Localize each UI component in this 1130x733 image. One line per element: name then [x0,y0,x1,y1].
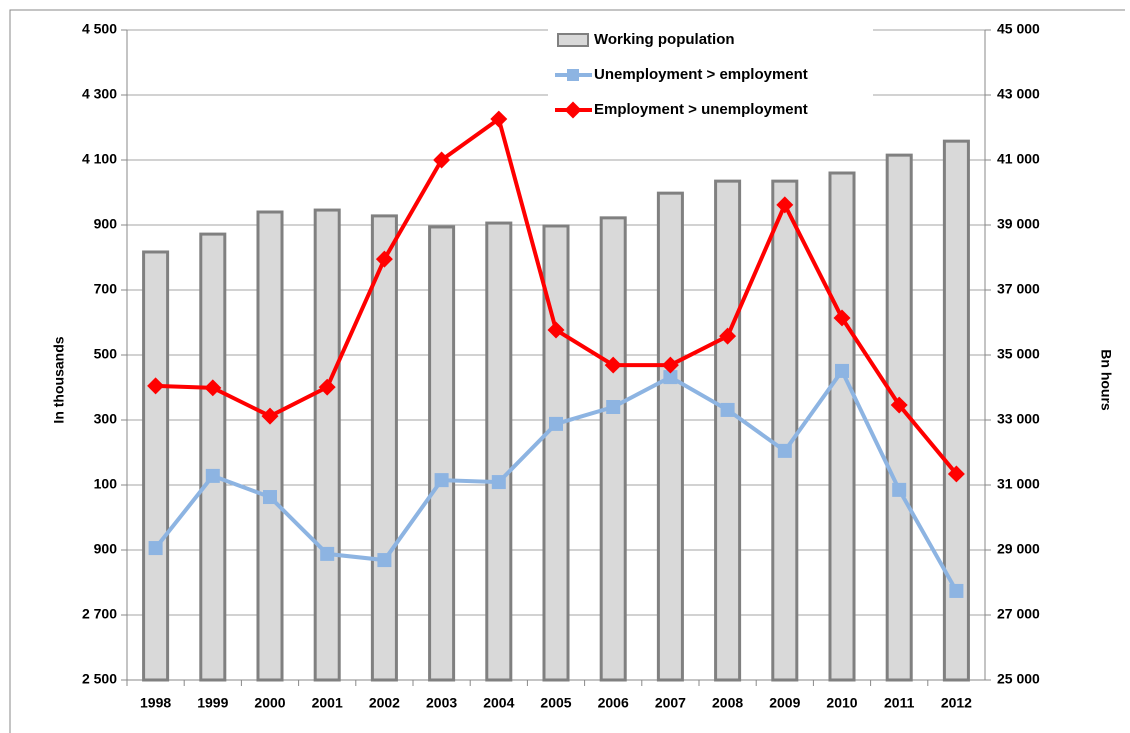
y2-tick-label: 31 000 [997,476,1040,492]
marker [663,370,678,385]
y-tick-label: 2 500 [82,671,117,687]
bar [656,191,684,682]
bar [256,210,284,682]
legend-bg [548,20,873,128]
marker [547,321,565,339]
marker [375,250,393,268]
marker [148,541,163,556]
y2-tick-label: 33 000 [997,411,1040,427]
bar [942,139,970,682]
x-tick-label: 2007 [655,695,686,711]
y-tick-label: 4 300 [82,86,117,102]
marker [890,396,908,414]
marker [318,378,336,396]
marker [777,443,792,458]
x-tick-label: 2008 [712,695,743,711]
x-tick-label: 2011 [884,695,915,711]
marker [604,356,622,374]
y2-axis-title: Bn hours [1098,349,1114,411]
bar [542,224,570,682]
x-tick-label: 1998 [140,695,171,711]
y2-tick-label: 41 000 [997,151,1040,167]
bar [428,225,456,682]
marker [320,546,335,561]
marker [949,583,964,598]
bar [828,171,856,682]
marker [433,151,451,169]
legend-label: Employment > unemployment [594,101,808,118]
legend-marker [567,69,579,81]
bar [313,208,341,682]
y2-tick-label: 39 000 [997,216,1040,232]
bar [714,179,742,682]
legend-swatch [557,33,589,47]
bar [485,221,513,682]
x-tick-label: 2002 [369,695,400,711]
marker [434,473,449,488]
y2-tick-label: 25 000 [997,671,1040,687]
marker [835,363,849,378]
y2-tick-label: 45 000 [997,21,1040,37]
marker [147,377,165,395]
x-tick-label: 2009 [769,695,800,711]
y-tick-label: 700 [94,281,118,297]
marker [263,490,277,505]
marker [892,482,907,497]
x-tick-label: 2001 [312,695,343,711]
x-tick-label: 2000 [254,695,285,711]
y-tick-label: 500 [94,346,118,362]
x-tick-label: 2003 [426,695,457,711]
x-tick-label: 1999 [197,695,228,711]
y-tick-label: 900 [94,541,118,557]
y2-tick-label: 43 000 [997,86,1040,102]
marker [261,407,279,425]
marker [204,379,222,397]
bar [199,232,227,682]
x-tick-label: 2010 [826,695,857,711]
y2-tick-label: 27 000 [997,606,1040,622]
legend-label: Working population [594,31,735,48]
marker [719,327,737,345]
bar [771,179,799,682]
bar [599,216,627,682]
y-tick-label: 100 [94,476,118,492]
marker [947,465,965,483]
legend-label: Unemployment > employment [594,66,808,83]
legend-marker [564,101,582,119]
y2-tick-label: 29 000 [997,541,1040,557]
y-tick-label: 900 [94,216,118,232]
marker [720,402,735,417]
x-tick-label: 2004 [483,695,514,711]
y-axis-title: In thousands [51,336,67,423]
x-tick-label: 2012 [941,695,972,711]
bar [370,214,398,682]
marker [491,475,506,490]
y2-tick-label: 35 000 [997,346,1040,362]
marker [490,110,508,128]
marker [205,468,220,483]
marker [833,309,851,327]
x-tick-label: 2006 [598,695,629,711]
bar [142,250,170,682]
marker [776,196,794,214]
y-tick-label: 2 700 [82,606,117,622]
y-tick-label: 300 [94,411,118,427]
marker [549,416,563,431]
y-tick-label: 4 500 [82,21,117,37]
x-tick-label: 2005 [540,695,571,711]
y-tick-label: 4 100 [82,151,117,167]
marker [377,553,392,568]
marker [661,356,679,374]
y2-tick-label: 37 000 [997,281,1040,297]
frame [9,9,1125,733]
marker [606,400,621,414]
